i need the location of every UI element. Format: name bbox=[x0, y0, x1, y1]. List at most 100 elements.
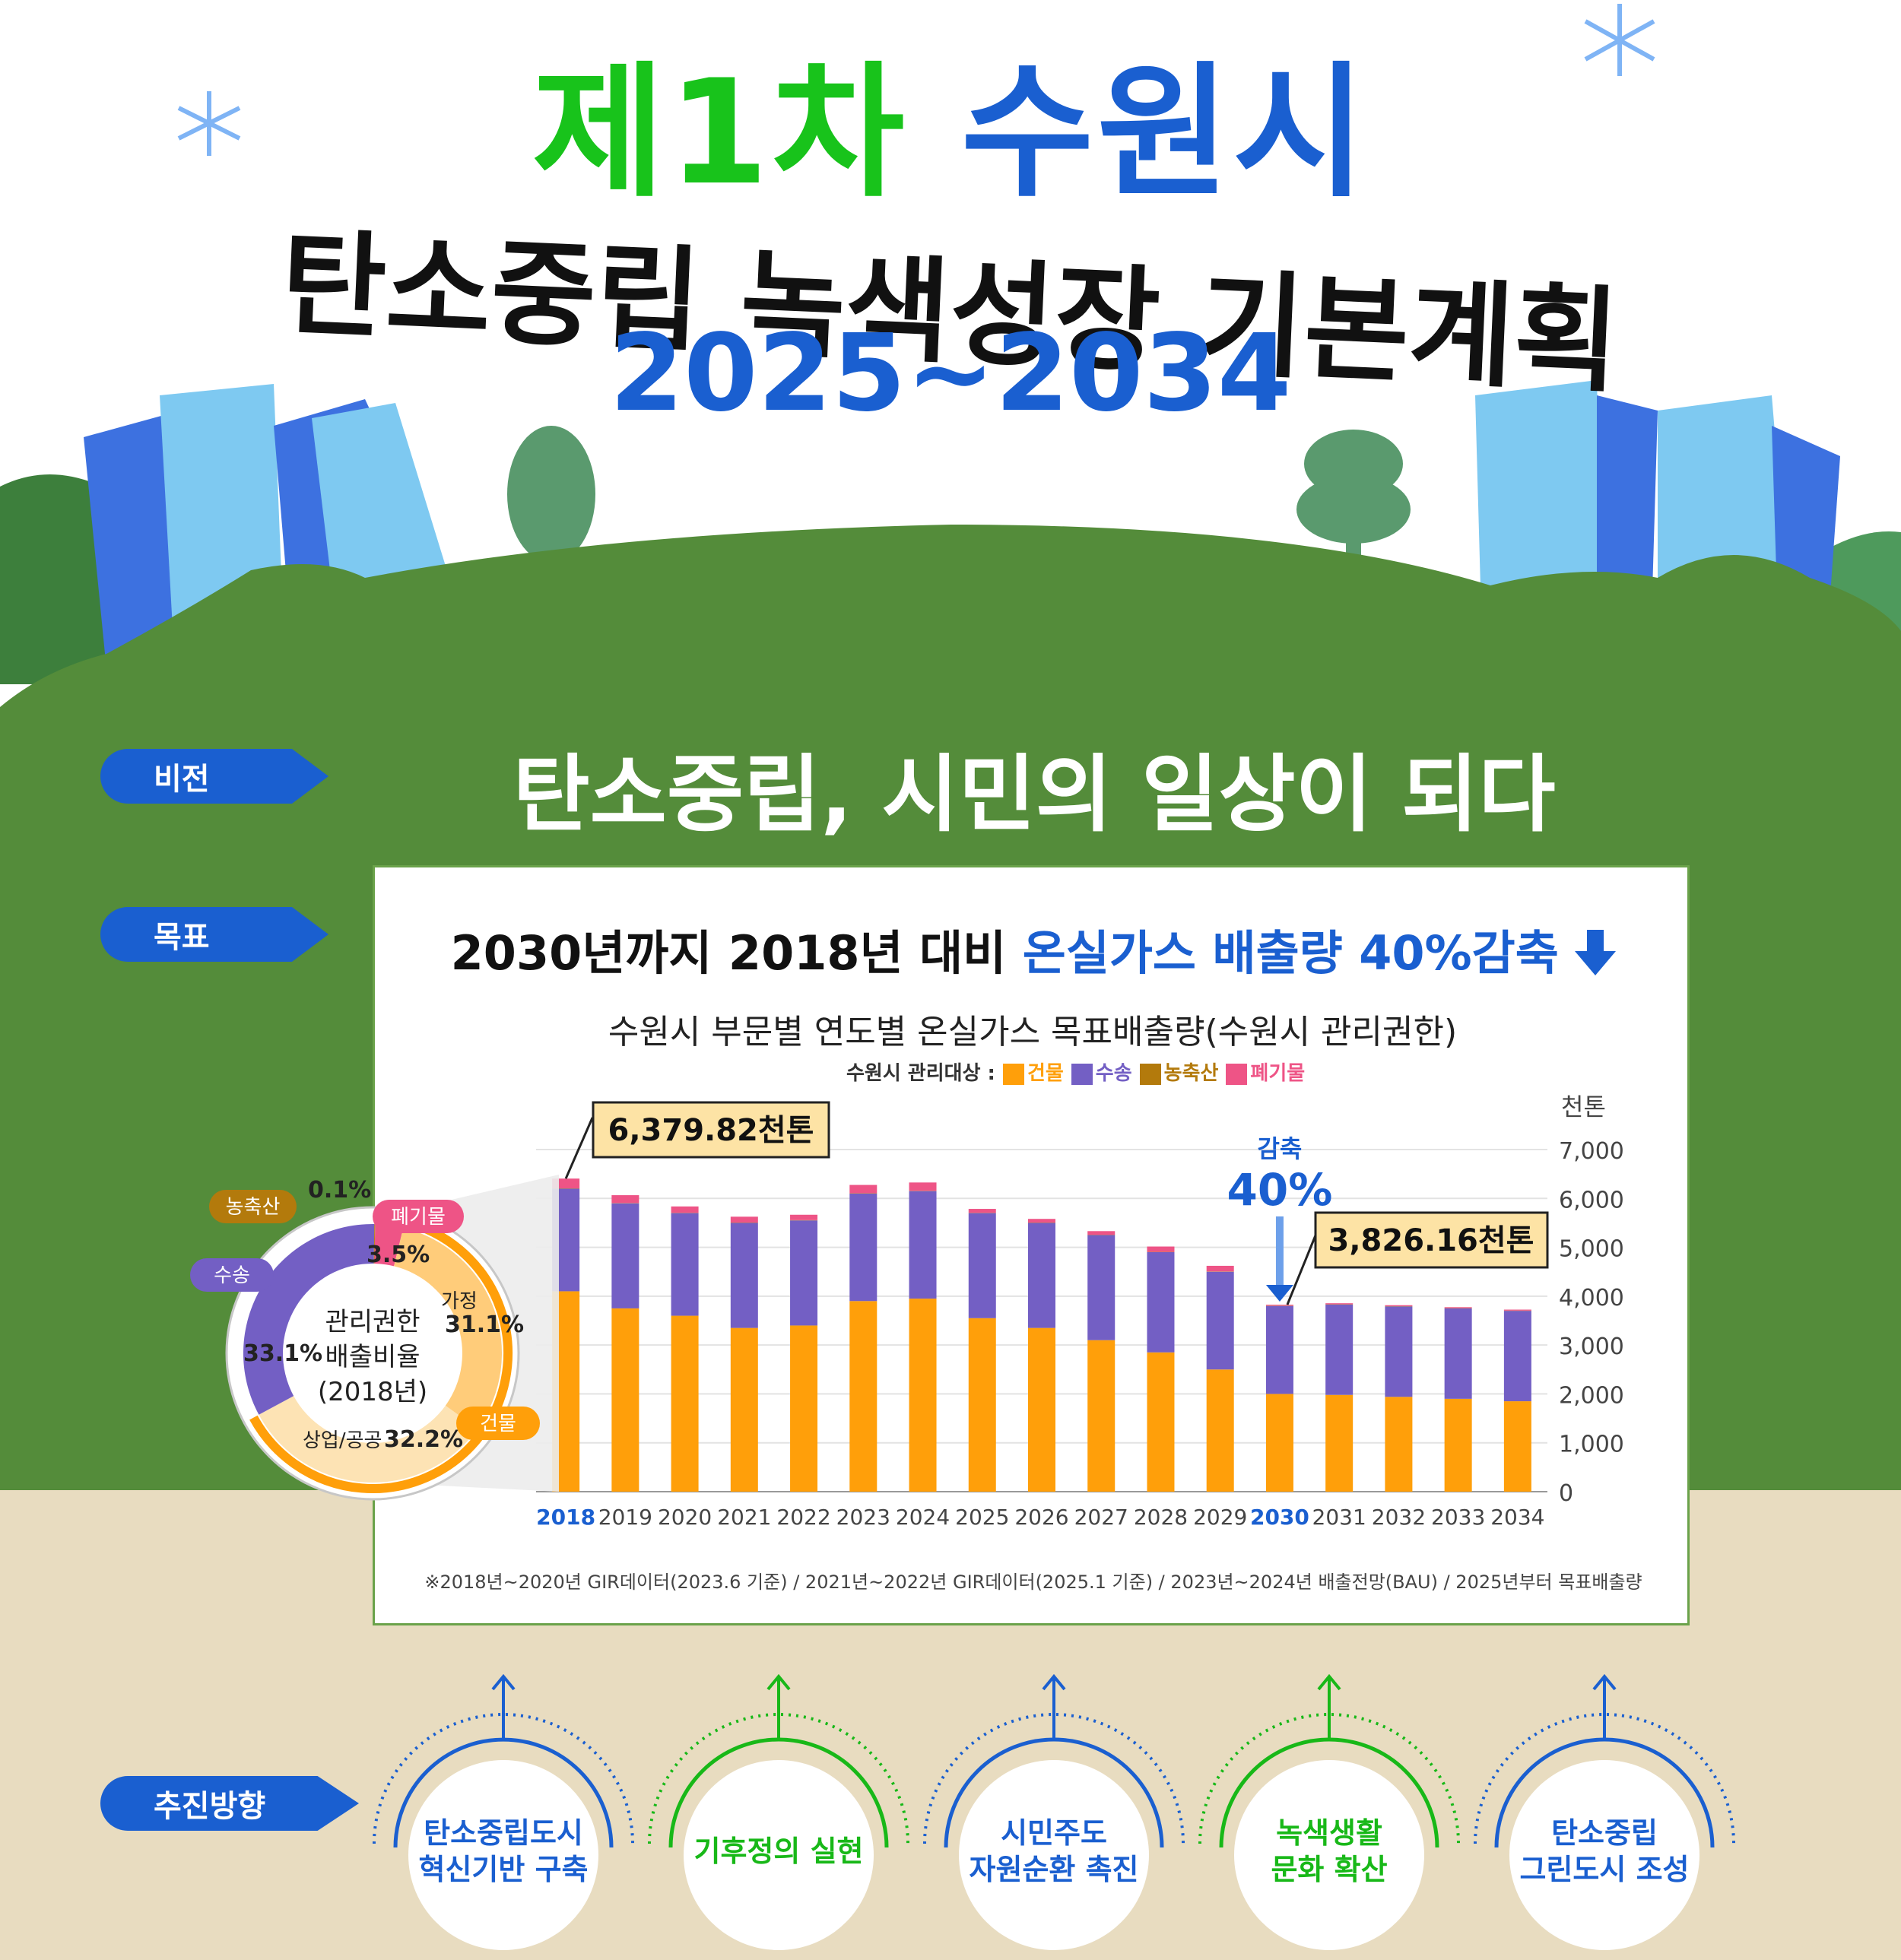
goal-prefix: 2030년까지 2018년 대비 bbox=[450, 925, 1023, 981]
tree-left bbox=[507, 426, 595, 563]
bar-segment-폐기물 bbox=[730, 1216, 758, 1223]
slice-label-농축산: 0.1% bbox=[308, 1177, 371, 1204]
donut-slice-상업/공공 bbox=[259, 1396, 478, 1483]
bar-segment-수송 bbox=[611, 1203, 639, 1308]
bar-segment-수송 bbox=[730, 1223, 758, 1328]
direction-circle bbox=[959, 1760, 1149, 1950]
direction-label: 그린도시 조성 bbox=[1519, 1852, 1690, 1886]
pill-농축산 bbox=[209, 1190, 297, 1223]
x-tick-label: 2022 bbox=[776, 1505, 830, 1530]
donut-slice-폐기물 bbox=[374, 1224, 404, 1267]
y-tick-label: 2,000 bbox=[1559, 1382, 1624, 1409]
bar-segment-폐기물 bbox=[1325, 1303, 1354, 1305]
up-arrow-head bbox=[491, 1673, 516, 1691]
direction-circle bbox=[1509, 1760, 1699, 1950]
vision-text: 탄소중립, 시민의 일상이 되다 bbox=[513, 746, 1556, 843]
x-tick-label: 2033 bbox=[1431, 1505, 1485, 1530]
y-axis-unit: 천톤 bbox=[1561, 1093, 1606, 1121]
pill-수송-text: 수송 bbox=[214, 1264, 250, 1287]
donut-center-label: 배출비율 bbox=[325, 1342, 420, 1372]
x-tick-label: 2019 bbox=[598, 1505, 652, 1530]
slice-label-가정: 31.1% bbox=[445, 1311, 524, 1338]
bar-segment-수송 bbox=[1325, 1304, 1354, 1395]
slice-name-가정: 가정 bbox=[441, 1290, 478, 1313]
bar-segment-폐기물 bbox=[909, 1182, 937, 1191]
x-tick-label: 2023 bbox=[836, 1505, 890, 1530]
bar-segment-폐기물 bbox=[1503, 1309, 1531, 1311]
direction-dotted-arc bbox=[923, 1713, 1185, 1844]
callout-box-2018 bbox=[592, 1101, 830, 1159]
bar-segment-건물 bbox=[611, 1308, 639, 1492]
bar-segment-건물 bbox=[909, 1299, 937, 1492]
bar-segment-폐기물 bbox=[1028, 1219, 1055, 1223]
direction-item: 탄소중립도시 혁신기반 구축 bbox=[408, 1816, 598, 1888]
x-tick-label: 2024 bbox=[896, 1505, 950, 1530]
legend-item: 수송 bbox=[1071, 1058, 1132, 1086]
x-tick-label: 2025 bbox=[955, 1505, 1009, 1530]
bar-segment-수송 bbox=[1444, 1308, 1472, 1399]
footnote: ※2018년~2020년 GIR데이터(2023.6 기준) / 2021년~2… bbox=[424, 1571, 1642, 1593]
bar-segment-수송 bbox=[1206, 1271, 1234, 1370]
bar-segment-수송 bbox=[849, 1193, 878, 1302]
bar-segment-건물 bbox=[1503, 1401, 1531, 1492]
legend-item: 건물 bbox=[1002, 1058, 1064, 1086]
y-tick-label: 5,000 bbox=[1559, 1236, 1624, 1263]
direction-dotted-arc bbox=[1198, 1713, 1460, 1844]
legend-swatch bbox=[1002, 1063, 1024, 1085]
x-tick-label: 2026 bbox=[1014, 1505, 1068, 1530]
pill-건물 bbox=[456, 1407, 540, 1440]
legend-swatch bbox=[1071, 1063, 1093, 1085]
direction-item: 녹색생활 문화 확산 bbox=[1234, 1816, 1424, 1888]
bar-segment-수송 bbox=[1265, 1305, 1293, 1394]
bar-segment-수송 bbox=[1087, 1235, 1116, 1340]
y-tick-label: 6,000 bbox=[1559, 1187, 1624, 1213]
bar-segment-건물 bbox=[1265, 1394, 1293, 1492]
donut-slice-수송 bbox=[243, 1224, 375, 1415]
chart-title: 수원시 부문별 연도별 온실가스 목표배출량(수원시 관리권한) bbox=[608, 1013, 1458, 1051]
direction-circle bbox=[684, 1760, 874, 1950]
reduction-label: 감축 bbox=[1257, 1134, 1302, 1163]
direction-circle bbox=[408, 1760, 598, 1950]
bar-segment-건물 bbox=[671, 1315, 699, 1492]
x-tick-label: 2032 bbox=[1372, 1505, 1426, 1530]
legend-swatch bbox=[1139, 1063, 1161, 1085]
tag-vision: 비전 bbox=[100, 749, 328, 804]
bar-segment-폐기물 bbox=[1147, 1246, 1175, 1252]
bar-segment-폐기물 bbox=[1385, 1305, 1413, 1307]
y-tick-label: 0 bbox=[1559, 1480, 1573, 1507]
bar-segment-폐기물 bbox=[1087, 1231, 1116, 1235]
direction-circle bbox=[1234, 1760, 1424, 1950]
bar-segment-폐기물 bbox=[1444, 1307, 1472, 1308]
x-tick-label: 2028 bbox=[1134, 1505, 1188, 1530]
direction-item: 시민주도 자원순환 촉진 bbox=[959, 1816, 1149, 1888]
bar-segment-폐기물 bbox=[671, 1206, 699, 1213]
direction-dotted-arc bbox=[373, 1713, 634, 1844]
pill-폐기물 bbox=[373, 1200, 464, 1233]
direction-label: 탄소중립 bbox=[1551, 1816, 1658, 1850]
bar-segment-수송 bbox=[909, 1191, 937, 1299]
bar-segment-수송 bbox=[1385, 1306, 1413, 1397]
slice-name-상업공공: 상업/공공 bbox=[303, 1429, 382, 1452]
bar-segment-수송 bbox=[968, 1213, 996, 1318]
bar-segment-폐기물 bbox=[611, 1195, 639, 1204]
direction-item: 기후정의 실현 bbox=[684, 1834, 874, 1870]
bar-segment-폐기물 bbox=[849, 1185, 878, 1194]
bar-segment-건물 bbox=[1325, 1394, 1354, 1492]
bar-segment-폐기물 bbox=[790, 1214, 818, 1220]
direction-label: 탄소중립도시 bbox=[424, 1816, 583, 1850]
x-tick-label: 2034 bbox=[1490, 1505, 1544, 1530]
title-green: 제1차 bbox=[532, 49, 908, 217]
slice-label-수송: 33.1% bbox=[243, 1340, 322, 1367]
callout-2030: 3,826.16천톤 bbox=[1328, 1223, 1534, 1258]
bar-segment-수송 bbox=[1147, 1252, 1175, 1353]
bar-segment-건물 bbox=[730, 1327, 758, 1492]
x-tick-label: 2027 bbox=[1074, 1505, 1128, 1530]
slice-label-상업공공: 32.2% bbox=[384, 1426, 463, 1453]
direction-label: 시민주도 bbox=[1001, 1816, 1107, 1850]
bar-segment-수송 bbox=[790, 1220, 818, 1326]
reduction-value: 40% bbox=[1227, 1164, 1333, 1216]
slice-label-폐기물: 3.5% bbox=[367, 1242, 430, 1268]
up-arrow-head bbox=[1317, 1673, 1341, 1691]
snowflake-icon bbox=[1584, 4, 1655, 76]
